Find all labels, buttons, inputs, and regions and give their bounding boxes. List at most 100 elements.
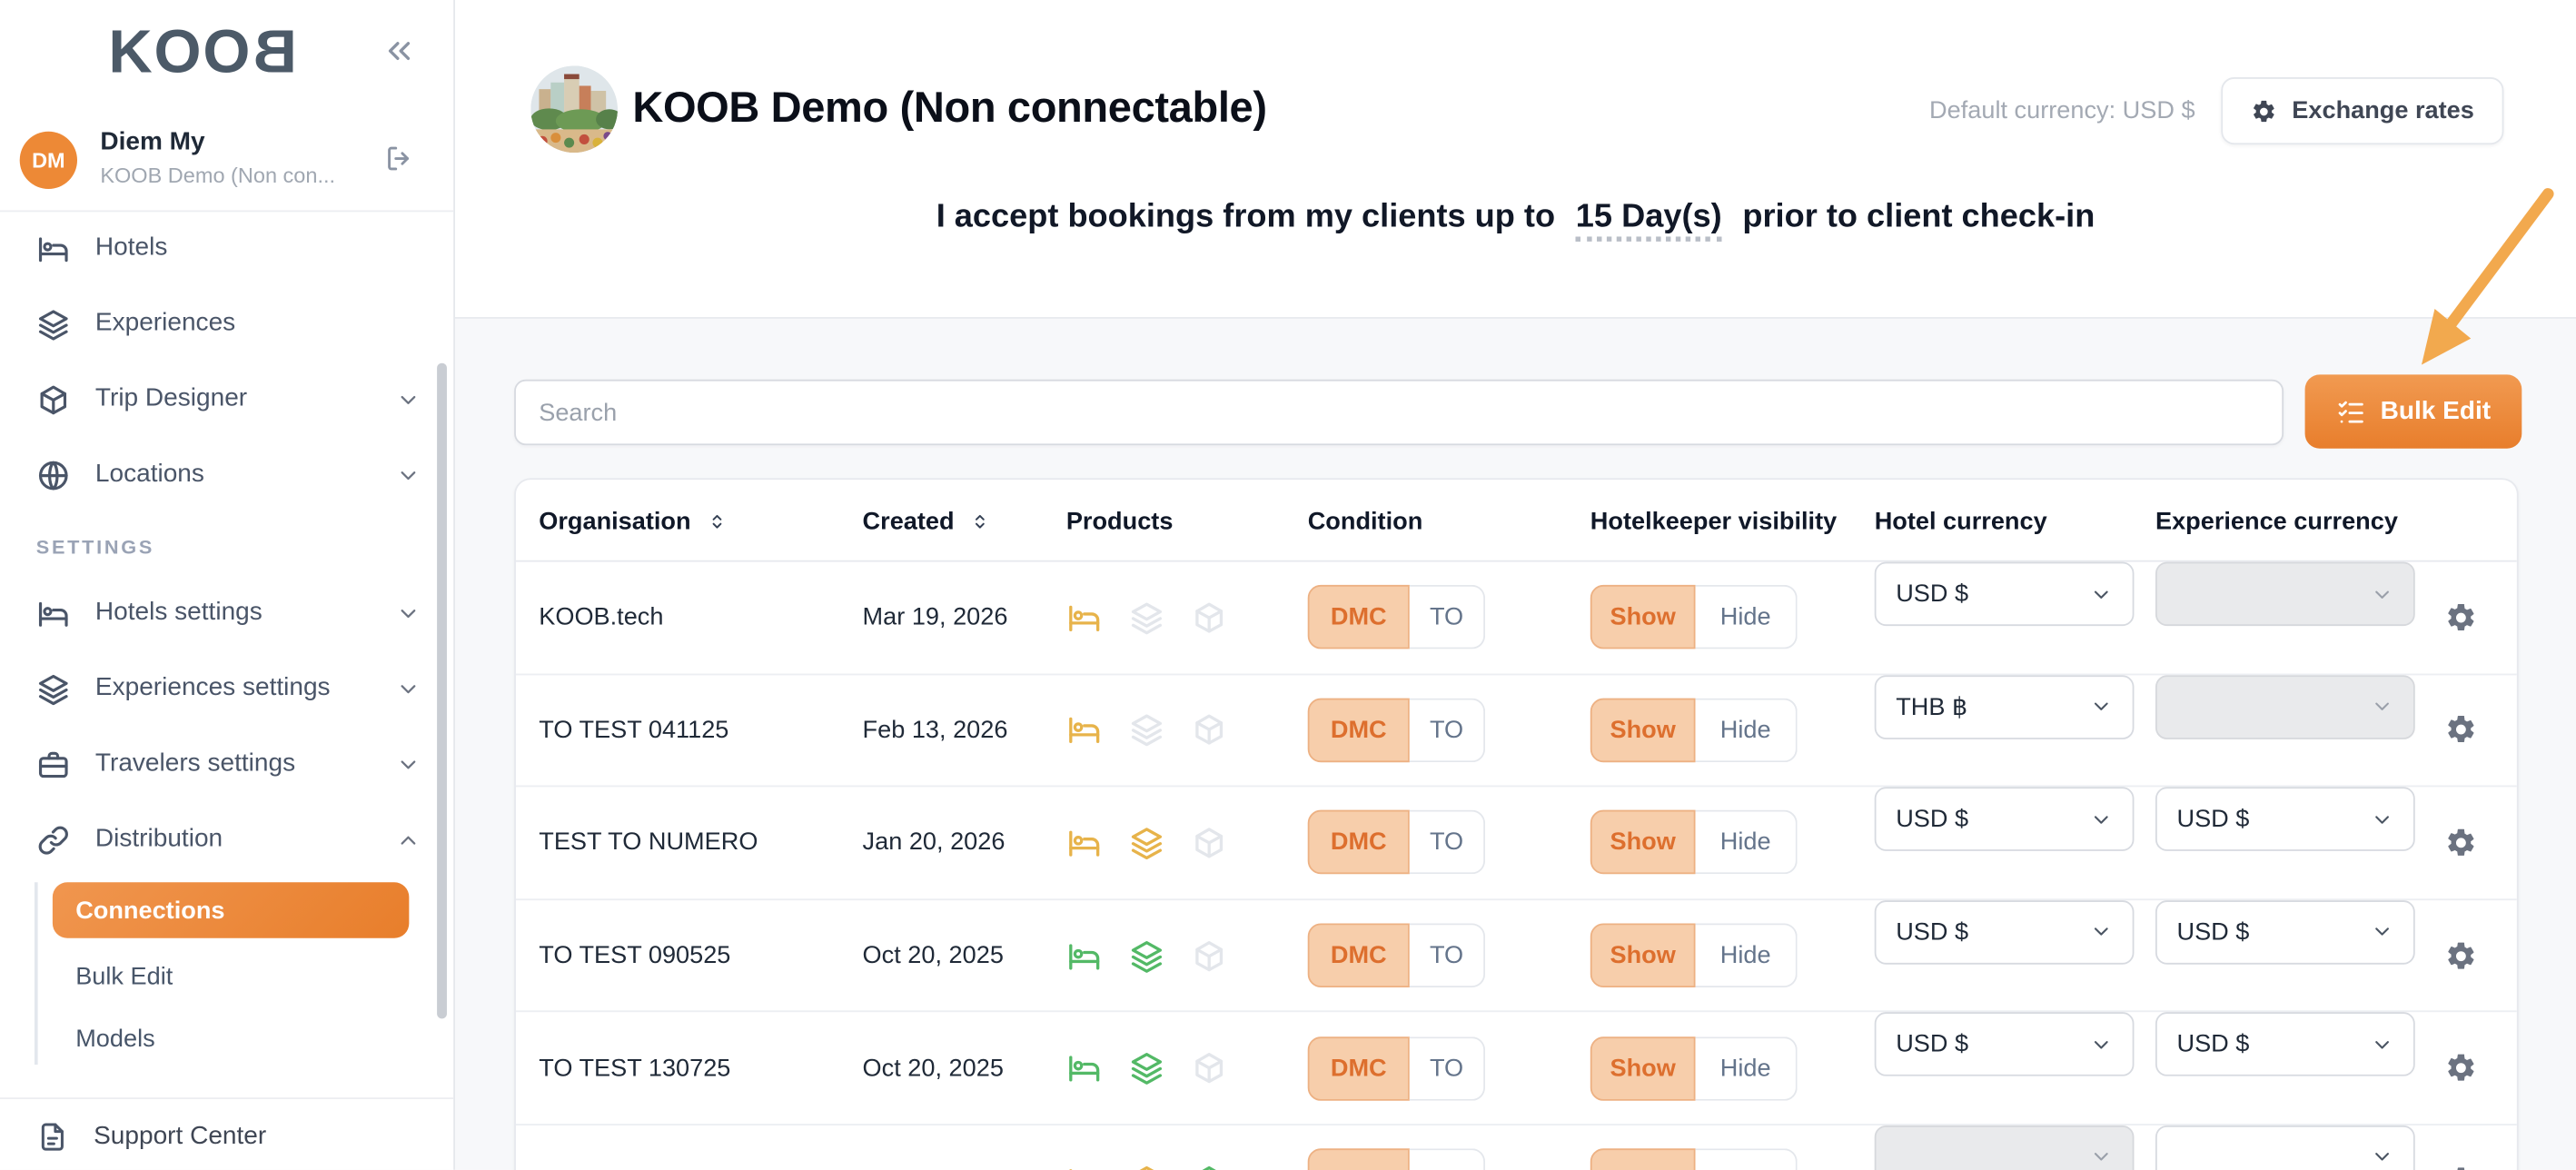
- condition-option-dmc[interactable]: DMC: [1307, 585, 1410, 649]
- user-profile[interactable]: DM Diem My KOOB Demo (Non con...: [0, 128, 453, 201]
- selected-value: USD $: [1896, 1030, 1969, 1059]
- visibility-option-hide[interactable]: Hide: [1695, 923, 1798, 988]
- condition-option-to[interactable]: TO: [1409, 698, 1486, 763]
- sidebar-item-experiences-settings[interactable]: Experiences settings: [0, 650, 453, 726]
- column-label: Hotel currency: [1874, 506, 2047, 535]
- condition-option-dmc[interactable]: DMC: [1307, 698, 1410, 763]
- visibility-option-hide[interactable]: Hide: [1695, 1148, 1798, 1170]
- condition-option-to[interactable]: TO: [1409, 810, 1486, 876]
- sidebar-item-experiences[interactable]: Experiences: [0, 286, 453, 362]
- column-header-created[interactable]: Created: [863, 480, 991, 561]
- condition-option-to[interactable]: TO: [1409, 923, 1486, 988]
- experience-currency-select[interactable]: USD $: [2155, 787, 2415, 852]
- visibility-option-hide[interactable]: Hide: [1695, 1036, 1798, 1101]
- hotel-currency-select[interactable]: USD $: [1874, 787, 2135, 852]
- sidebar-scrollbar-thumb[interactable]: [437, 362, 447, 1019]
- row-settings-gear-icon[interactable]: [2444, 1165, 2477, 1170]
- sidebar-collapse-icon[interactable]: [381, 33, 418, 69]
- selected-value: USD $: [2176, 1030, 2250, 1059]
- hotel-currency-select[interactable]: USD $: [1874, 1012, 2135, 1077]
- selected-value: USD $: [2176, 917, 2250, 947]
- sidebar-main-nav: Hotels Experiences Trip Designer Locatio…: [0, 211, 453, 513]
- column-header-organisation[interactable]: Organisation: [539, 480, 727, 561]
- hotel-currency-select[interactable]: USD $: [1874, 561, 2135, 627]
- package-box-icon: [1191, 600, 1227, 636]
- row-settings-gear-icon[interactable]: [2444, 601, 2477, 634]
- hotel-currency-select[interactable]: THB ฿: [1874, 674, 2135, 739]
- visibility-option-show[interactable]: Show: [1590, 698, 1696, 763]
- hotel-currency-select[interactable]: USD $: [1874, 899, 2135, 965]
- cube-icon: [36, 382, 71, 417]
- row-settings-gear-icon[interactable]: [2444, 827, 2477, 859]
- organisation-name: TO TEST 130725: [539, 1054, 731, 1083]
- sidebar-item-hotels[interactable]: Hotels: [0, 211, 453, 286]
- visibility-option-show[interactable]: Show: [1590, 1036, 1696, 1101]
- hotel-bed-icon: [1066, 1163, 1103, 1170]
- logo-text: KOO: [108, 17, 253, 86]
- visibility-option-hide[interactable]: Hide: [1695, 698, 1798, 763]
- logout-icon[interactable]: [382, 143, 413, 174]
- condition-option-dmc[interactable]: DMC: [1307, 810, 1410, 876]
- connections-table: Organisation Created Products Condition Hote…: [514, 478, 2519, 1170]
- condition-option-dmc[interactable]: DMC: [1307, 1148, 1410, 1170]
- condition-option-dmc[interactable]: DMC: [1307, 1036, 1410, 1101]
- main-area: KOOB Demo (Non connectable) Default curr…: [455, 0, 2576, 1170]
- visibility-option-hide[interactable]: Hide: [1695, 585, 1798, 649]
- table-header-row: Organisation Created Products Condition Hote…: [515, 480, 2517, 562]
- bulk-edit-button[interactable]: Bulk Edit: [2304, 374, 2522, 449]
- visibility-option-show[interactable]: Show: [1590, 585, 1696, 649]
- table-row: TO TEST 130725 Oct 20, 2025 DMC TO Show Hide U…: [515, 1012, 2517, 1125]
- chevron-down-icon: [2371, 582, 2393, 605]
- sidebar-subitem-connections[interactable]: Connections: [52, 882, 410, 938]
- row-settings-gear-icon[interactable]: [2444, 714, 2477, 747]
- condition-option-to[interactable]: TO: [1409, 1036, 1486, 1101]
- visibility-option-hide[interactable]: Hide: [1695, 810, 1798, 876]
- row-settings-gear-icon[interactable]: [2444, 1052, 2477, 1085]
- sidebar-item-locations[interactable]: Locations: [0, 437, 453, 512]
- sidebar-item-travelers-settings[interactable]: Travelers settings: [0, 726, 453, 801]
- exchange-rates-button[interactable]: Exchange rates: [2221, 77, 2504, 145]
- column-header-hotel-currency: Hotel currency: [1875, 480, 2047, 561]
- sort-icon[interactable]: [706, 511, 728, 532]
- condition-option-to[interactable]: TO: [1409, 585, 1486, 649]
- booking-days-value[interactable]: 15 Day(s): [1575, 198, 1722, 242]
- sidebar-item-support-center[interactable]: Support Center: [0, 1104, 453, 1169]
- hotel-currency-select: [1874, 1125, 2135, 1170]
- chevron-down-icon: [396, 387, 421, 411]
- column-label: Experience currency: [2155, 506, 2398, 535]
- sidebar-item-trip-designer[interactable]: Trip Designer: [0, 362, 453, 437]
- sidebar-subitem-models[interactable]: Models: [75, 1024, 155, 1053]
- sort-icon[interactable]: [969, 511, 991, 532]
- sidebar-item-hotels-settings[interactable]: Hotels settings: [0, 575, 453, 650]
- experience-currency-select[interactable]: [2155, 1125, 2415, 1170]
- sidebar-subitem-bulk-edit[interactable]: Bulk Edit: [75, 961, 173, 990]
- sidebar-item-label: Locations: [94, 460, 204, 489]
- condition-option-dmc[interactable]: DMC: [1307, 923, 1410, 988]
- condition-option-to[interactable]: TO: [1409, 1148, 1486, 1170]
- sidebar-item-distribution[interactable]: Distribution: [0, 802, 453, 878]
- search-input[interactable]: [514, 379, 2284, 446]
- selected-value: THB ฿: [1896, 693, 1968, 722]
- chevron-down-icon: [396, 751, 421, 776]
- experience-currency-select[interactable]: USD $: [2155, 1012, 2415, 1077]
- products-cell: [1066, 562, 1253, 673]
- row-settings-gear-icon[interactable]: [2444, 939, 2477, 972]
- sidebar-settings-nav: Hotels settings Experiences settings Tra…: [0, 575, 453, 878]
- page-header: KOOB Demo (Non connectable) Default curr…: [455, 0, 2576, 319]
- connections-content: Bulk Edit Organisation Created Products Con…: [455, 318, 2576, 1170]
- experience-layers-icon: [1129, 1163, 1165, 1170]
- table-row: KOOB.tech Mar 19, 2026 DMC TO Show Hide USD $: [515, 561, 2517, 675]
- visibility-option-show[interactable]: Show: [1590, 923, 1696, 988]
- experience-currency-select[interactable]: USD $: [2155, 899, 2415, 965]
- visibility-option-show[interactable]: Show: [1590, 1148, 1696, 1170]
- organisation-photo-avatar: [530, 65, 619, 154]
- visibility-option-show[interactable]: Show: [1590, 810, 1696, 876]
